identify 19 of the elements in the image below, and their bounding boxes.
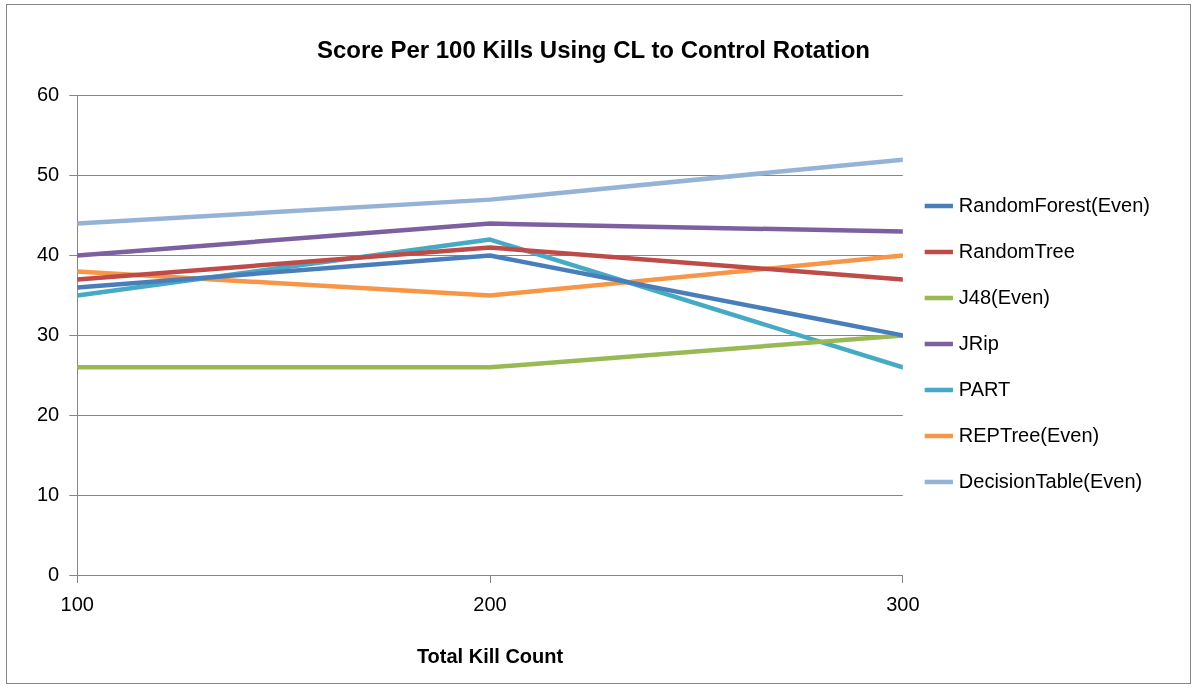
legend-label: RandomForest(Even) <box>958 193 1151 216</box>
x-tick-label: 300 <box>886 592 920 615</box>
legend-label: REPTree(Even) <box>958 423 1100 446</box>
chart-title: Score Per 100 Kills Using CL to Control Rotation <box>317 36 870 64</box>
legend-label: J48(Even) <box>958 285 1050 308</box>
legend-label: JRip <box>958 331 999 354</box>
y-tick-label: 40 <box>37 243 60 266</box>
y-tick-label: 30 <box>37 322 60 345</box>
y-tick-label: 20 <box>37 402 60 425</box>
x-tick-label: 100 <box>60 592 94 615</box>
y-tick-label: 50 <box>37 163 60 186</box>
y-tick-label: 60 <box>37 83 60 106</box>
x-axis-title: Total Kill Count <box>416 644 564 667</box>
legend-label: PART <box>958 377 1011 400</box>
legend-label: DecisionTable(Even) <box>958 469 1143 492</box>
y-tick-label: 0 <box>48 562 60 585</box>
legend-label: RandomTree <box>958 239 1075 262</box>
x-tick-label: 200 <box>473 592 507 615</box>
y-tick-label: 10 <box>37 482 60 505</box>
